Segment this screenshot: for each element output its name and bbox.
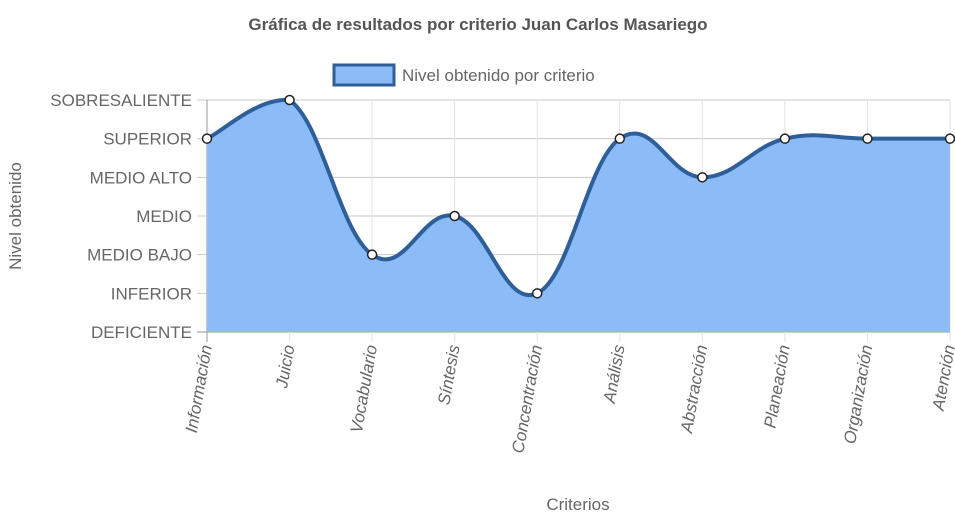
chart-title: Gráfica de resultados por criterio Juan … [248,15,707,34]
x-tick-label: Juicio [272,343,298,390]
data-point[interactable] [614,133,626,144]
data-point[interactable] [862,133,873,144]
data-point[interactable] [944,133,955,144]
x-tick-label: Atención [929,343,955,412]
x-axis-title: Criterios [546,495,609,514]
series-area-fill [207,99,950,332]
legend-label: Nivel obtenido por criterio [402,66,595,85]
x-tick-label: Vocabulario [347,343,381,434]
y-tick-label: SUPERIOR [103,130,192,149]
y-tick-label: SOBRESALIENTE [50,91,192,110]
x-tick-label: Información [182,343,216,434]
data-point[interactable] [697,172,708,183]
data-point[interactable] [284,94,295,106]
series-line [205,97,952,298]
y-axis-title: Nivel obtenido [6,162,25,270]
y-tick-label: MEDIO [136,207,192,226]
data-point[interactable] [201,133,213,144]
series-area [205,97,952,332]
y-tick-label: DEFICIENTE [91,323,192,342]
x-tick-label: Concentración [508,343,546,454]
x-tick-label: Síntesis [434,343,463,406]
data-point[interactable] [366,249,378,260]
data-point[interactable] [449,210,460,222]
y-axis-ticks: DEFICIENTE INFERIOR MEDIO BAJO MEDIO MEDIO A… [50,91,192,342]
data-point[interactable] [531,288,543,299]
x-tick-label: Organización [840,343,876,445]
y-tick-label: MEDIO BAJO [87,246,192,265]
x-tick-label: Abstracción [677,343,711,435]
y-tick-label: INFERIOR [111,284,192,303]
legend-swatch [332,63,396,87]
x-tick-label: Planeación [761,343,794,429]
legend[interactable]: Nivel obtenido por criterio [332,63,595,87]
x-tick-label: Análisis [600,343,629,405]
x-axis-ticks: Información Juicio Vocabulario Síntesis Conc… [182,343,955,455]
y-tick-label: MEDIO ALTO [90,168,192,187]
data-points [201,94,955,299]
data-point[interactable] [779,133,791,144]
